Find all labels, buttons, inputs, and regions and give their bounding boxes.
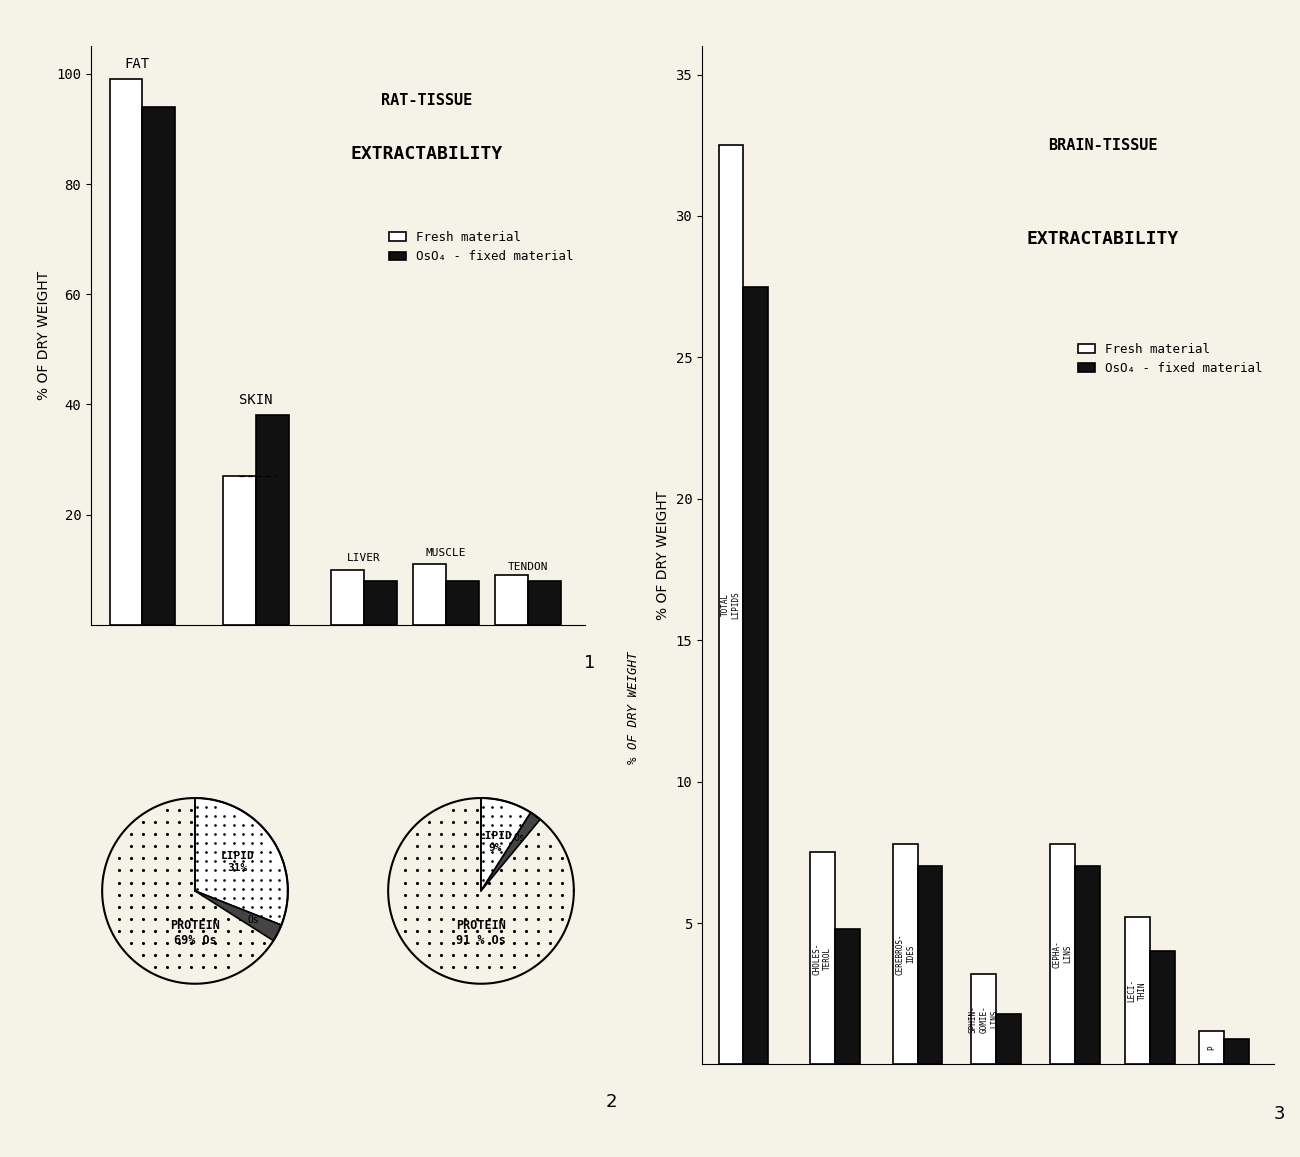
Text: EXTRACTABILITY: EXTRACTABILITY xyxy=(1026,229,1179,248)
Bar xyxy=(744,287,768,1064)
Bar xyxy=(528,581,562,625)
Wedge shape xyxy=(481,812,541,891)
Bar xyxy=(719,146,744,1064)
Bar xyxy=(1075,867,1100,1064)
Bar xyxy=(1200,1031,1225,1064)
Wedge shape xyxy=(481,798,530,891)
Bar xyxy=(446,581,478,625)
Text: Os: Os xyxy=(247,915,259,926)
Bar xyxy=(1149,951,1174,1064)
Text: % OF DRY WEIGHT: % OF DRY WEIGHT xyxy=(627,651,640,765)
Bar xyxy=(918,867,942,1064)
Text: MUSCLE: MUSCLE xyxy=(426,547,467,558)
Bar xyxy=(810,853,835,1064)
Wedge shape xyxy=(195,891,281,941)
Text: Os: Os xyxy=(514,833,525,843)
Bar xyxy=(413,565,446,625)
Bar xyxy=(1225,1039,1249,1064)
Text: LIPID
31%: LIPID 31% xyxy=(221,852,254,874)
Text: SPHIN-
GOMIE-
LINS: SPHIN- GOMIE- LINS xyxy=(968,1005,998,1033)
Bar xyxy=(256,415,289,625)
Text: LIVER: LIVER xyxy=(347,553,381,563)
Text: P: P xyxy=(1208,1045,1217,1049)
Text: RAT-TISSUE: RAT-TISSUE xyxy=(381,93,472,108)
Bar xyxy=(222,476,256,625)
Bar xyxy=(835,929,859,1064)
Text: 2: 2 xyxy=(606,1092,616,1111)
Bar xyxy=(1050,843,1075,1064)
Text: LECI-
THIN: LECI- THIN xyxy=(1127,979,1147,1002)
Y-axis label: % OF DRY WEIGHT: % OF DRY WEIGHT xyxy=(36,271,51,400)
Text: CEREBROS-
IDES: CEREBROS- IDES xyxy=(896,934,915,975)
Bar xyxy=(495,575,528,625)
Text: CEPHA-
LINS: CEPHA- LINS xyxy=(1053,941,1072,968)
Bar xyxy=(364,581,396,625)
Text: FAT: FAT xyxy=(125,57,150,71)
Bar xyxy=(1124,918,1149,1064)
Bar xyxy=(971,974,996,1064)
Bar xyxy=(330,569,364,625)
Text: CHOLES-
TEROL: CHOLES- TEROL xyxy=(812,942,832,974)
Text: BRAIN-TISSUE: BRAIN-TISSUE xyxy=(1048,138,1157,153)
Text: SKIN: SKIN xyxy=(239,393,273,407)
Bar xyxy=(893,843,918,1064)
Wedge shape xyxy=(195,798,287,926)
Bar xyxy=(109,80,143,625)
Legend: Fresh material, OsO₄ - fixed material: Fresh material, OsO₄ - fixed material xyxy=(384,226,578,268)
Text: TOTAL
LIPIDS: TOTAL LIPIDS xyxy=(722,591,741,619)
Text: 1: 1 xyxy=(584,654,595,672)
Bar xyxy=(996,1014,1022,1064)
Y-axis label: % OF DRY WEIGHT: % OF DRY WEIGHT xyxy=(656,491,670,620)
Text: PROTEIN
91 % Os: PROTEIN 91 % Os xyxy=(456,919,506,946)
Legend: Fresh material, OsO₄ - fixed material: Fresh material, OsO₄ - fixed material xyxy=(1072,338,1268,379)
Text: TENDON: TENDON xyxy=(508,562,549,573)
Text: 3: 3 xyxy=(1274,1105,1286,1123)
Text: PROTEIN
69% Os: PROTEIN 69% Os xyxy=(170,919,220,946)
Text: LIPID
9%: LIPID 9% xyxy=(478,831,512,853)
Text: EXTRACTABILITY: EXTRACTABILITY xyxy=(351,145,503,163)
Bar xyxy=(143,106,176,625)
